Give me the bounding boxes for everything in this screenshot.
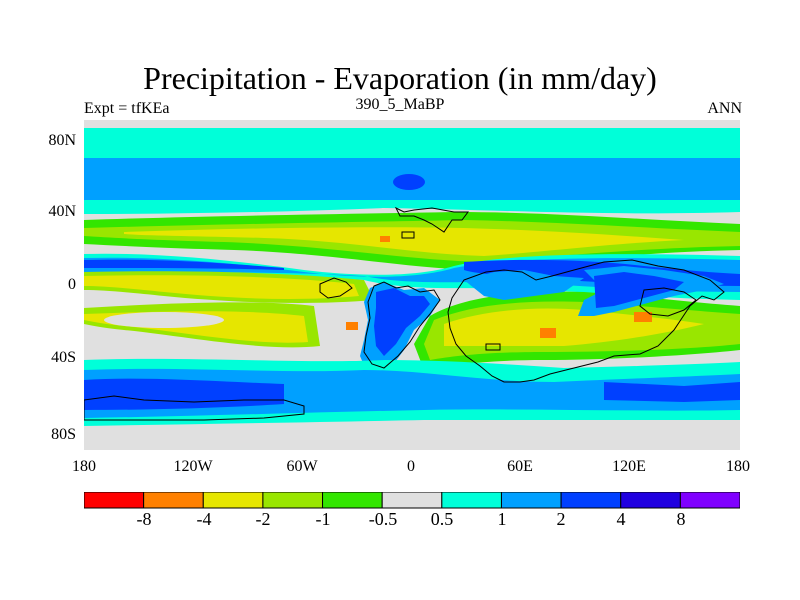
lat-tick-80n: 80N bbox=[48, 132, 76, 149]
lon-tick-180e: 180 bbox=[726, 458, 750, 475]
plot-title: Precipitation - Evaporation (in mm/day) bbox=[143, 60, 657, 96]
lon-tick-180w: 180 bbox=[72, 458, 96, 475]
lon-tick-120w: 120W bbox=[173, 458, 213, 475]
colorbar-box bbox=[620, 492, 681, 509]
colorbar-box bbox=[441, 492, 502, 509]
lat-tick-80s: 80S bbox=[51, 426, 76, 443]
colorbar-box bbox=[381, 492, 443, 509]
lon-tick-60w: 60W bbox=[286, 458, 318, 475]
lat-tick-0: 0 bbox=[68, 276, 76, 293]
season-label: ANN bbox=[707, 100, 742, 117]
colorbar-box bbox=[262, 492, 324, 509]
colorbar-label: -0.5 bbox=[368, 509, 398, 529]
lon-tick-0: 0 bbox=[407, 458, 415, 475]
colorbar bbox=[84, 492, 740, 509]
colorbar-box bbox=[84, 492, 145, 509]
lon-tick-120e: 120E bbox=[612, 458, 646, 475]
lon-tick-60e: 60E bbox=[507, 458, 533, 475]
precipitation-evaporation-map bbox=[84, 120, 740, 450]
colorbar-box bbox=[679, 492, 740, 509]
colorbar-box bbox=[500, 492, 562, 509]
colorbar-label: -8 bbox=[136, 509, 152, 529]
colorbar-box bbox=[143, 492, 204, 509]
colorbar-label: 8 bbox=[676, 509, 686, 529]
colorbar-label: 1 bbox=[497, 509, 507, 529]
colorbar-label: 4 bbox=[616, 509, 626, 529]
period-label: 390_5_MaBP bbox=[355, 96, 445, 113]
colorbar-label: -2 bbox=[255, 509, 271, 529]
experiment-label: Expt = tfKEa bbox=[84, 100, 170, 117]
colorbar-label: -1 bbox=[315, 509, 331, 529]
lat-tick-40s: 40S bbox=[51, 349, 76, 366]
colorbar-label: 0.5 bbox=[430, 509, 454, 529]
colorbar-box bbox=[560, 492, 622, 509]
colorbar-label: -4 bbox=[196, 509, 212, 529]
colorbar-box bbox=[202, 492, 264, 509]
lat-tick-40n: 40N bbox=[48, 203, 76, 220]
colorbar-box bbox=[322, 492, 383, 509]
colorbar-label: 2 bbox=[556, 509, 566, 529]
